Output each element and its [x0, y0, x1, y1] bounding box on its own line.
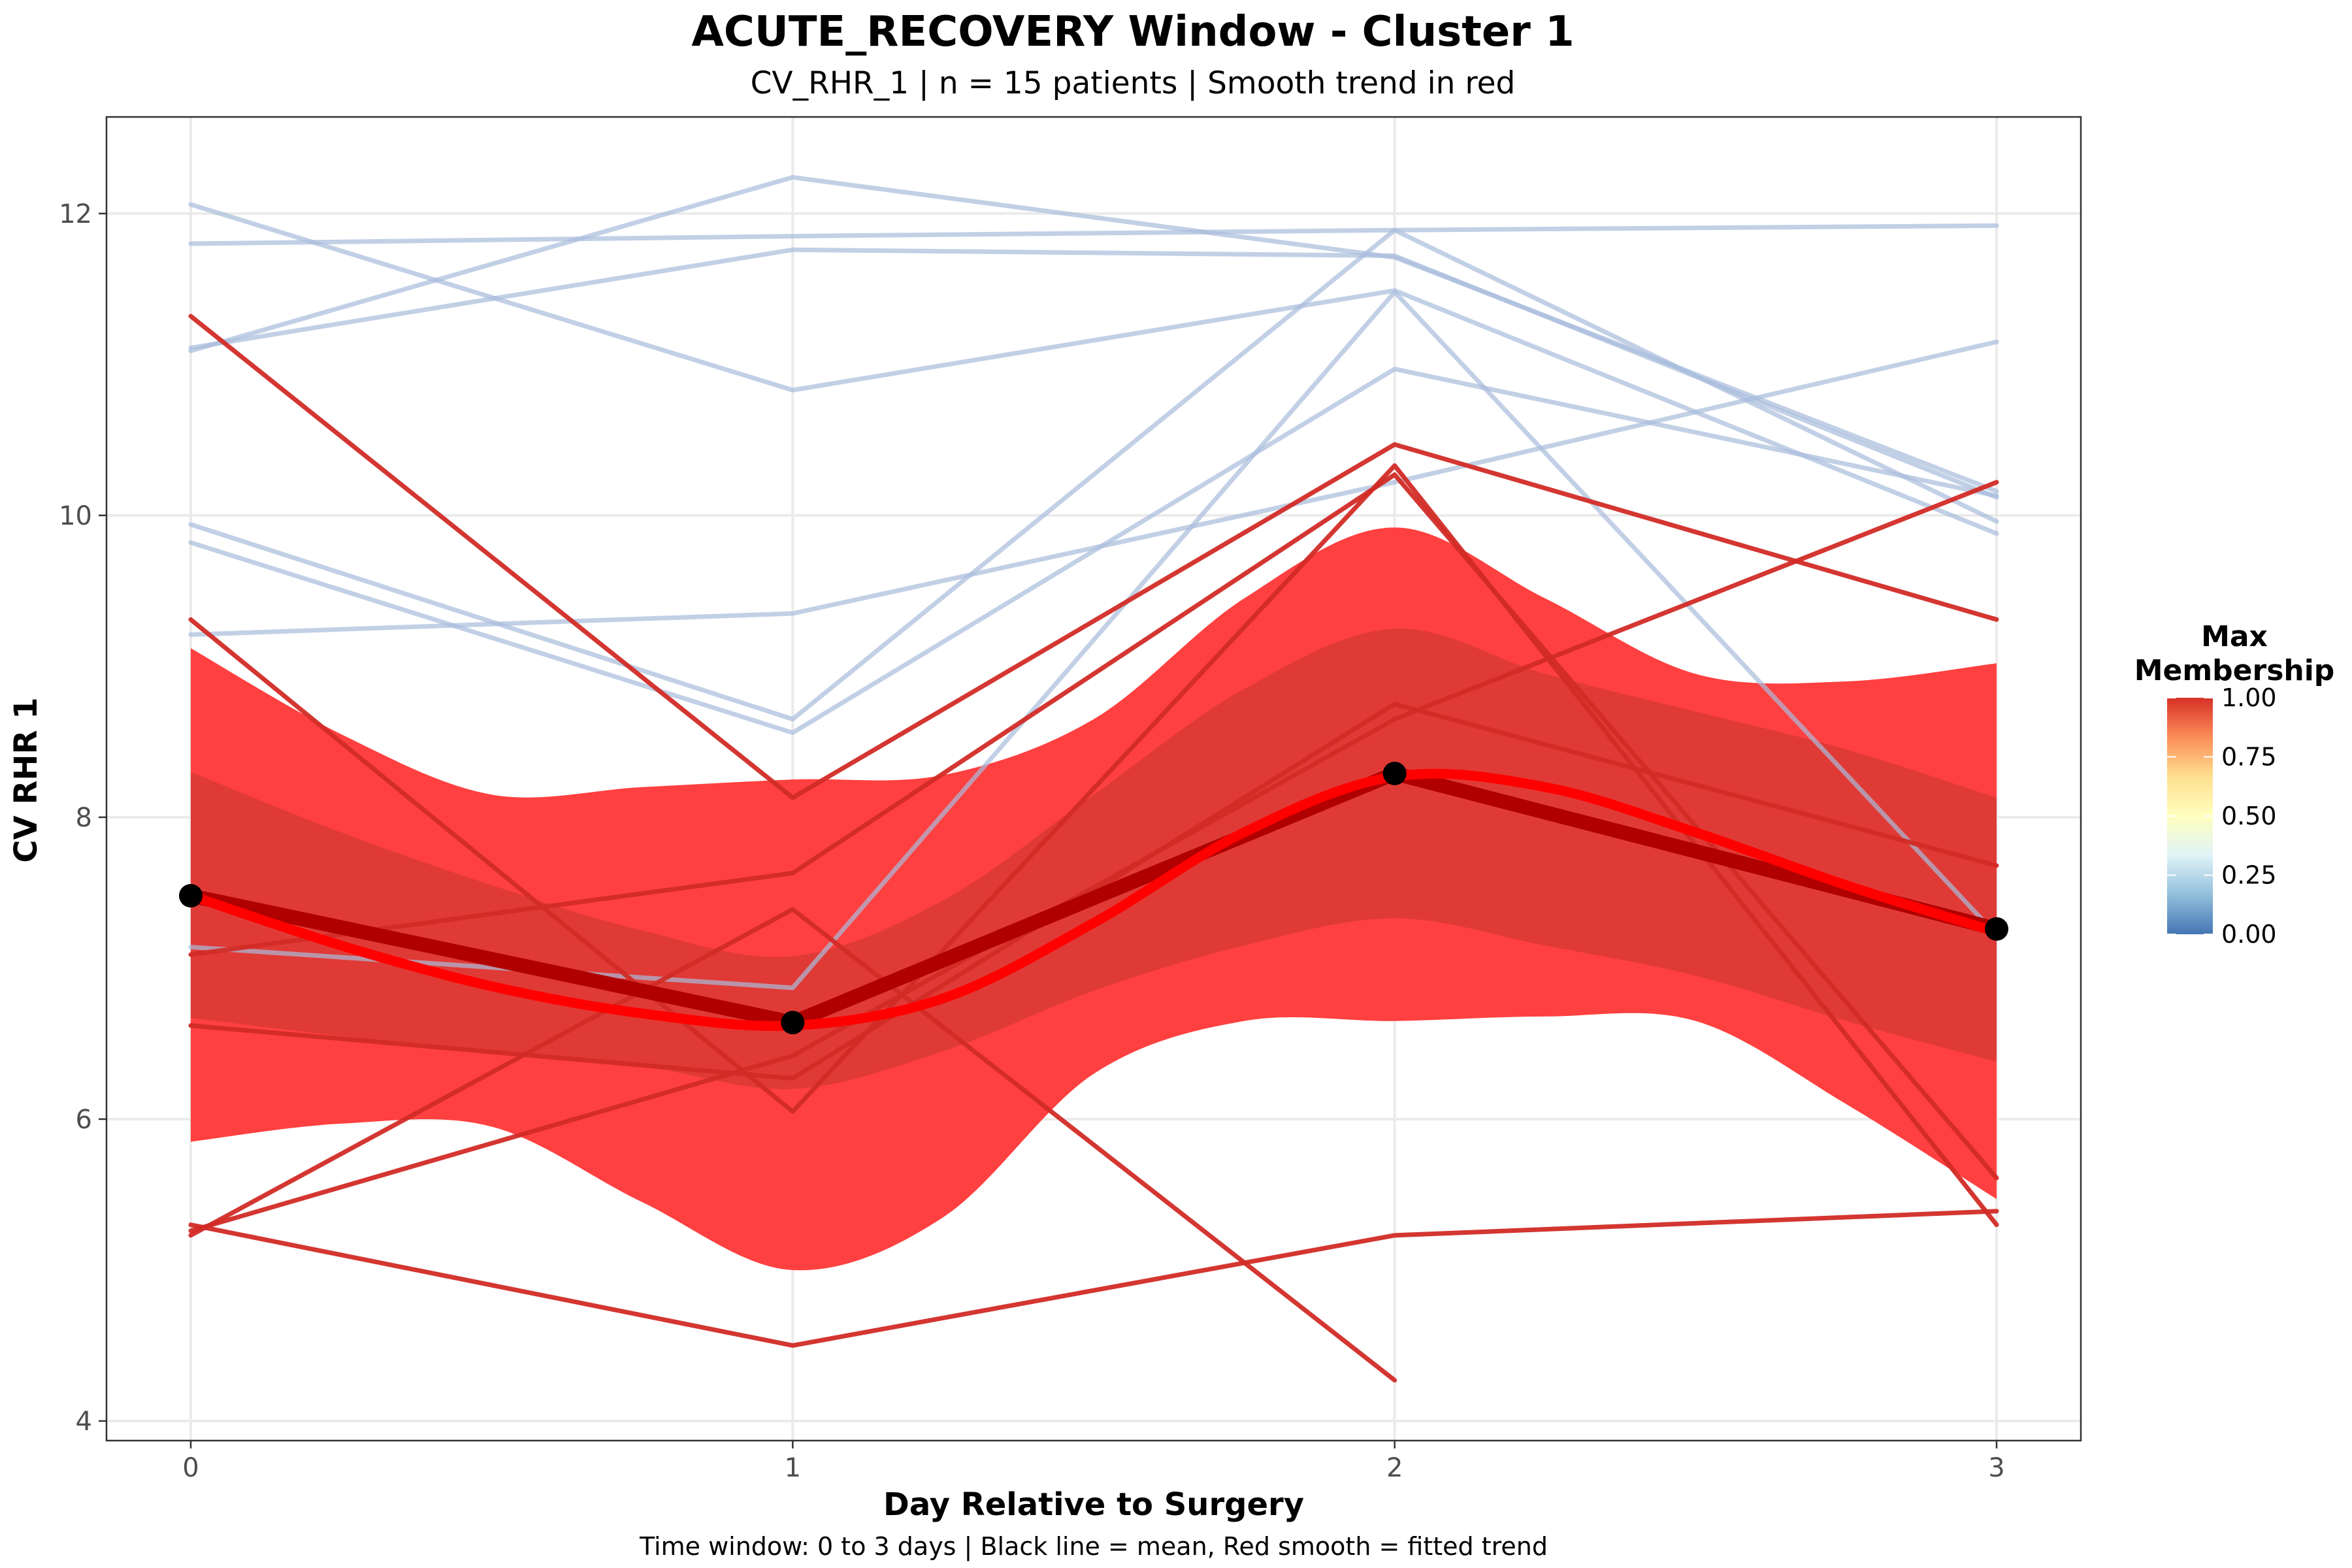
patient-line-low-membership — [188, 223, 1999, 246]
patient-line-low-membership — [188, 339, 1999, 637]
legend-label: 1.00 — [2221, 683, 2277, 712]
y-tick-label: 4 — [76, 1407, 92, 1437]
legend-ticks: 1.00 0.75 0.50 0.25 0.00 — [2167, 683, 2277, 949]
legend-title-line1: Max — [2201, 620, 2268, 653]
mean-point — [1382, 761, 1407, 785]
legend-title-line2: Membership — [2134, 654, 2335, 687]
patient-line-high-membership — [188, 480, 1999, 1233]
legend-label: 0.00 — [2221, 920, 2277, 949]
mean-point — [1985, 917, 2009, 941]
x-tick-label: 0 — [182, 1453, 199, 1483]
chart-subtitle: CV_RHR_1 | n = 15 patients | Smooth tren… — [751, 65, 1516, 101]
patient-line-high-membership — [188, 472, 1999, 1181]
mean-point — [781, 1011, 805, 1035]
mean-point — [178, 884, 203, 908]
y-tick-label: 12 — [59, 199, 92, 229]
legend-label: 0.75 — [2221, 743, 2277, 772]
legend-label: 0.25 — [2221, 861, 2277, 890]
y-axis-title: CV RHR 1 — [8, 697, 44, 862]
smooth-trend-line — [186, 768, 2002, 1031]
x-tick-label: 2 — [1386, 1453, 1403, 1483]
legend-label: 0.50 — [2221, 802, 2277, 830]
chart-caption: Time window: 0 to 3 days | Black line = … — [639, 1532, 1548, 1561]
chart-title: ACUTE_RECOVERY Window - Cluster 1 — [691, 8, 1574, 56]
legend: Max Membership 1.00 0.75 0.50 0.25 0.00 — [2134, 620, 2335, 949]
y-tick-label: 8 — [76, 803, 92, 833]
patient-line-high-membership — [188, 1209, 1999, 1348]
plot-panel-border — [105, 116, 2082, 1442]
patient-line-high-membership — [188, 907, 1397, 1383]
patient-line-low-membership — [188, 289, 1999, 990]
y-tick-label: 6 — [76, 1105, 92, 1135]
mean-line — [183, 766, 2004, 1030]
plot-data-area — [178, 174, 2009, 1383]
patient-line-high-membership — [188, 314, 1999, 800]
x-axis-title: Day Relative to Surgery — [883, 1486, 1304, 1523]
x-tick-label: 1 — [785, 1453, 801, 1483]
y-tick-label: 10 — [59, 501, 92, 531]
x-tick-label: 3 — [1988, 1453, 2004, 1483]
patient-line-low-membership — [188, 367, 1999, 736]
